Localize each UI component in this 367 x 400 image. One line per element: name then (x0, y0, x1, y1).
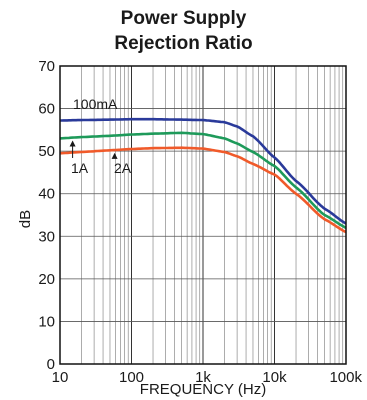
x-tick-label: 100 (119, 369, 144, 386)
chart-title-line-2: Rejection Ratio (114, 33, 253, 54)
y-tick-label: 30 (38, 228, 55, 245)
annotation-label: 100mA (73, 96, 118, 112)
y-tick-label: 70 (38, 58, 55, 75)
x-axis-label: FREQUENCY (Hz) (140, 381, 266, 398)
x-tick-label: 10 (52, 369, 69, 386)
x-tick-label: 1k (195, 369, 211, 386)
annotation-label: 1A (71, 160, 89, 176)
x-tick-label: 10k (262, 369, 287, 386)
data-curves (59, 117, 347, 234)
y-tick-label: 0 (47, 356, 55, 373)
series-line-100ma (60, 117, 347, 225)
series-line-1a (59, 131, 347, 229)
y-tick-label: 60 (38, 101, 55, 118)
y-tick-label: 10 (38, 313, 55, 330)
y-tick-label: 20 (38, 271, 55, 288)
series-line-2a (59, 146, 347, 234)
y-axis-label: dB (17, 210, 34, 228)
series-annotations: 100mA 1A 2A (69, 96, 132, 176)
x-tick-label: 100k (329, 369, 362, 386)
y-tick-label: 50 (38, 143, 55, 160)
annotation-arrowhead (111, 152, 118, 159)
annotation-arrowhead (69, 140, 76, 147)
y-tick-label: 40 (38, 186, 55, 203)
annotation-label: 2A (114, 160, 132, 176)
plot-frame (59, 65, 347, 365)
chart-title-line-1: Power Supply (120, 8, 247, 29)
